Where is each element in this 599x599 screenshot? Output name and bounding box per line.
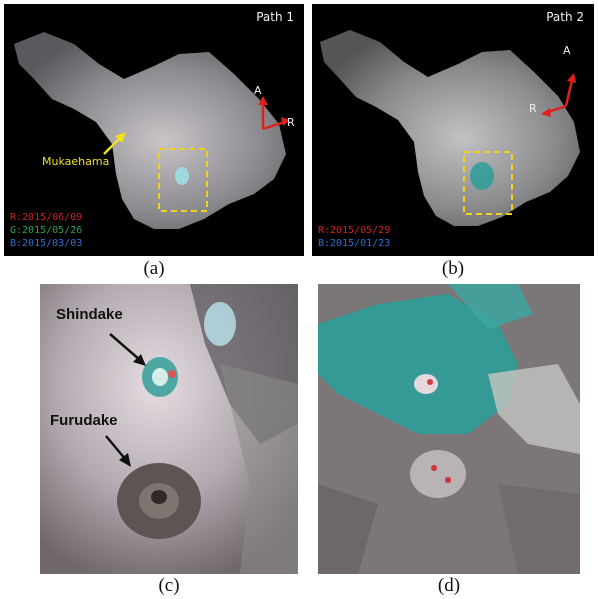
azimuth-arrowhead xyxy=(258,96,268,105)
island-shape xyxy=(14,32,286,229)
date-legend: R:2015/05/29 B:2015/01/23 xyxy=(318,224,390,250)
island-map-a xyxy=(14,32,290,229)
legend-green: G:2015/05/26 xyxy=(10,225,83,236)
mukaehama-arrowhead xyxy=(115,132,126,143)
furudake-label: Furudake xyxy=(50,412,118,429)
shindake-label: Shindake xyxy=(56,306,123,323)
azimuth-letter: A xyxy=(254,84,262,97)
legend-red: R:2015/06/09 xyxy=(10,212,83,223)
range-arrow xyxy=(547,104,567,114)
volcano-closeup-c xyxy=(40,284,298,574)
crater-spot xyxy=(470,162,494,190)
shindake-arrow xyxy=(109,333,141,361)
crater-spot xyxy=(175,167,189,185)
caption-b: (b) xyxy=(441,258,465,279)
date-legend: R:2015/06/09 G:2015/05/26 B:2015/03/03 xyxy=(10,211,82,250)
path-label: Path 2 xyxy=(546,10,584,24)
legend-blue: B:2015/03/03 xyxy=(10,238,83,249)
caption-a: (a) xyxy=(143,258,165,279)
panel-c-image: Shindake Furudake xyxy=(40,284,298,574)
path-label: Path 1 xyxy=(256,10,294,24)
cyan-deposit xyxy=(318,294,518,434)
azimuth-arrow xyxy=(564,79,574,107)
volcano-closeup-d xyxy=(318,284,580,574)
island-shape xyxy=(320,30,580,226)
island-map-b xyxy=(320,30,580,226)
panel-a-image: Path 1 Mukaehama A R R:2015/06/09 G:2015… xyxy=(4,4,304,256)
panel-d-image xyxy=(318,284,580,574)
range-arrow xyxy=(262,120,285,131)
legend-blue: B:2015/01/23 xyxy=(318,238,391,249)
summit-crater xyxy=(414,374,438,394)
range-arrowhead xyxy=(541,108,551,117)
legend-red: R:2015/05/29 xyxy=(318,225,391,236)
furudake-arrow xyxy=(105,435,127,461)
azimuth-letter: A xyxy=(563,44,571,57)
crater-box xyxy=(463,151,513,215)
light-flows xyxy=(488,364,580,454)
caption-d: (d) xyxy=(437,575,461,596)
range-arrowhead xyxy=(281,117,290,126)
lower-crater xyxy=(410,450,466,498)
range-letter: R xyxy=(287,116,295,129)
range-letter: R xyxy=(529,102,537,115)
valley-shadow xyxy=(220,364,298,574)
mukaehama-label: Mukaehama xyxy=(42,155,110,168)
caption-c: (c) xyxy=(158,575,180,596)
crater-box xyxy=(158,148,208,212)
panel-b-image: Path 2 A R R:2015/05/29 B:2015/01/23 xyxy=(312,4,594,256)
azimuth-arrowhead xyxy=(567,73,576,83)
